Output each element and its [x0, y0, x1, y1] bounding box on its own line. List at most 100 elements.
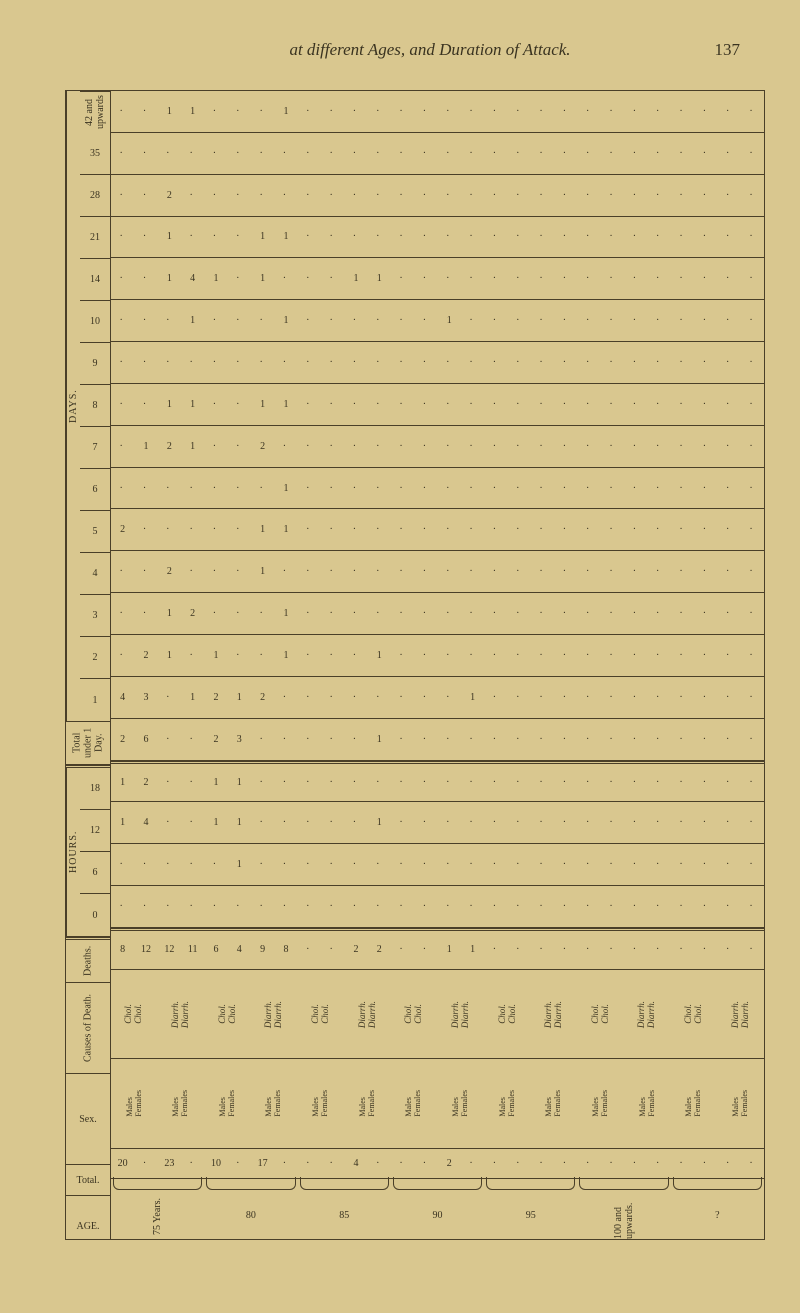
data-cell: ·	[228, 468, 251, 509]
data-cell: ·	[414, 91, 437, 132]
data-cell: ·	[251, 593, 274, 634]
data-cell: ·	[181, 342, 204, 383]
data-cell: ·	[391, 91, 414, 132]
data-cell: ·	[321, 300, 344, 341]
data-cell: ·	[554, 91, 577, 132]
data-cell: ·	[694, 258, 717, 299]
data-cell: ·	[741, 509, 764, 550]
stub-days-3: 3	[80, 595, 110, 637]
data-cell: ·	[648, 764, 671, 802]
data-cell: ·	[204, 886, 227, 927]
data-cell: ·	[508, 342, 531, 383]
data-cell: ·	[321, 844, 344, 885]
data-cell: ·	[578, 1149, 601, 1178]
data-cell: ·	[158, 300, 181, 341]
data-cell: ·	[508, 468, 531, 509]
data-cell: ·	[554, 175, 577, 216]
data-cell: 2	[204, 677, 227, 718]
data-cell: ·	[368, 764, 391, 802]
data-cell: ·	[368, 133, 391, 174]
cause-cell: Diarrh.Diarrh.	[344, 970, 391, 1059]
data-cell: ·	[741, 300, 764, 341]
data-cell: ·	[624, 551, 647, 592]
data-cell: ·	[484, 551, 507, 592]
data-cell: ·	[111, 300, 134, 341]
data-cell: ·	[484, 764, 507, 802]
data-cell: ·	[484, 258, 507, 299]
data-cell: ·	[531, 258, 554, 299]
data-cell: ·	[298, 764, 321, 802]
data-cell: 2	[158, 175, 181, 216]
data-cell: ·	[204, 844, 227, 885]
sex-cell: MalesFemales	[298, 1059, 345, 1148]
data-cell: 1	[111, 764, 134, 802]
data-cell: ·	[671, 300, 694, 341]
data-cell: ·	[414, 300, 437, 341]
data-cell: 3	[134, 677, 157, 718]
data-cell: ·	[344, 551, 367, 592]
data-cell: ·	[438, 844, 461, 885]
data-cell: ·	[298, 217, 321, 258]
data-cell: ·	[671, 635, 694, 676]
data-cell: 1	[368, 802, 391, 843]
data-cell: ·	[648, 1149, 671, 1178]
data-cell: ·	[438, 133, 461, 174]
data-cell: ·	[321, 468, 344, 509]
data-cell: 1	[274, 635, 297, 676]
data-cell: ·	[508, 677, 531, 718]
data-cell: 1	[158, 91, 181, 132]
data-cell: ·	[321, 133, 344, 174]
data-cell: ·	[484, 1149, 507, 1178]
data-cell: ·	[648, 384, 671, 425]
cause-cell: Chol.Chol.	[577, 970, 624, 1059]
data-cell: ·	[508, 551, 531, 592]
data-cell: ·	[484, 300, 507, 341]
data-cell: 2	[134, 635, 157, 676]
data-cell: ·	[601, 593, 624, 634]
data-cell: ·	[624, 844, 647, 885]
data-cell: ·	[484, 719, 507, 760]
data-cell: ·	[508, 300, 531, 341]
data-cell: ·	[648, 593, 671, 634]
data-cell: ·	[741, 342, 764, 383]
data-cell: ·	[671, 802, 694, 843]
data-cell: ·	[578, 384, 601, 425]
data-cell: ·	[484, 426, 507, 467]
data-cell: 1	[461, 677, 484, 718]
data-cell: 2	[111, 509, 134, 550]
data-cell: ·	[694, 468, 717, 509]
data-cell: ·	[321, 1149, 344, 1178]
data-cell: ·	[671, 426, 694, 467]
data-cell: ·	[368, 217, 391, 258]
data-cell: ·	[414, 931, 437, 969]
data-cell: ·	[228, 551, 251, 592]
data-cell: ·	[741, 635, 764, 676]
data-cell: ·	[578, 593, 601, 634]
data-cell: ·	[414, 468, 437, 509]
data-cell: ·	[648, 258, 671, 299]
data-cell: ·	[648, 844, 671, 885]
stub-days-2: 2	[80, 637, 110, 679]
data-cell: ·	[181, 175, 204, 216]
data-cell: ·	[204, 175, 227, 216]
sex-cell: MalesFemales	[671, 1059, 718, 1148]
data-cell: ·	[368, 300, 391, 341]
data-cell: ·	[298, 802, 321, 843]
data-cell: ·	[181, 217, 204, 258]
data-cell: ·	[648, 635, 671, 676]
data-cell: ·	[484, 931, 507, 969]
data-cell: ·	[321, 931, 344, 969]
data-cell: ·	[601, 551, 624, 592]
data-cell: ·	[484, 844, 507, 885]
data-cell: ·	[181, 764, 204, 802]
data-cell: 2	[368, 931, 391, 969]
data-cell: ·	[648, 300, 671, 341]
data-cell: ·	[181, 133, 204, 174]
cause-cell: Diarrh.Diarrh.	[624, 970, 671, 1059]
data-cell: ·	[251, 342, 274, 383]
data-cell: ·	[508, 175, 531, 216]
data-cell: ·	[274, 844, 297, 885]
data-cell: ·	[251, 175, 274, 216]
data-cell: ·	[648, 509, 671, 550]
table-body: ··11···1································…	[111, 91, 764, 1239]
